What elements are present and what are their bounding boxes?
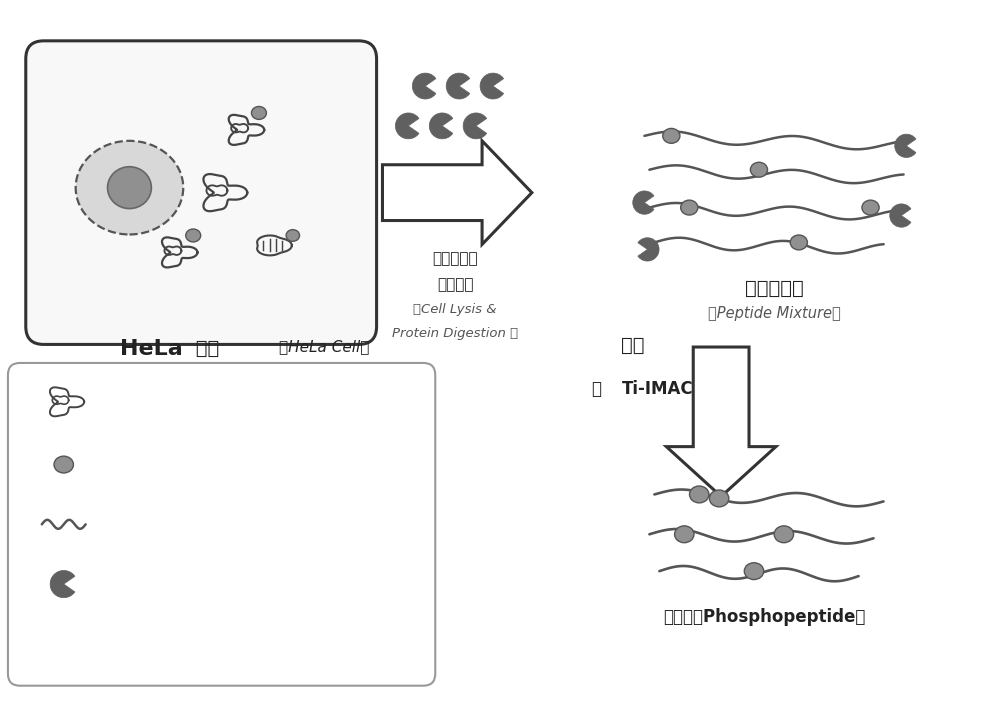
- FancyBboxPatch shape: [8, 363, 435, 686]
- Wedge shape: [890, 204, 911, 227]
- Wedge shape: [429, 113, 453, 139]
- Ellipse shape: [709, 490, 729, 507]
- Text: ： 蛋白: ： 蛋白: [92, 395, 124, 409]
- Ellipse shape: [774, 526, 794, 543]
- Text: HeLa: HeLa: [120, 339, 182, 359]
- Text: ）: ）: [707, 380, 722, 398]
- Text: （Protein）: （Protein）: [138, 395, 204, 409]
- Wedge shape: [638, 238, 659, 261]
- Polygon shape: [666, 347, 776, 496]
- Text: Protein Digestion ）: Protein Digestion ）: [392, 327, 518, 340]
- Text: 磷酸肽（Phosphopeptide）: 磷酸肽（Phosphopeptide）: [663, 608, 865, 626]
- Text: 富集: 富集: [621, 336, 644, 354]
- Text: Ti-IMAC: Ti-IMAC: [622, 380, 693, 398]
- Wedge shape: [446, 73, 470, 99]
- Ellipse shape: [76, 141, 183, 235]
- Text: 肽段混合物: 肽段混合物: [745, 279, 803, 298]
- Ellipse shape: [286, 230, 300, 241]
- Ellipse shape: [108, 167, 151, 209]
- Wedge shape: [395, 113, 419, 139]
- Text: （Cell Lysis &: （Cell Lysis &: [413, 303, 497, 316]
- Text: （: （: [592, 380, 607, 398]
- Ellipse shape: [54, 456, 73, 473]
- Ellipse shape: [750, 163, 768, 177]
- Ellipse shape: [690, 486, 709, 503]
- Ellipse shape: [744, 563, 764, 580]
- Polygon shape: [382, 141, 532, 245]
- Text: ： 肽段: ： 肽段: [92, 517, 124, 532]
- Text: （Phosphorylation）: （Phosphorylation）: [155, 457, 284, 472]
- Text: 蛋白酶解: 蛋白酶解: [437, 277, 473, 292]
- Ellipse shape: [681, 200, 698, 215]
- Ellipse shape: [186, 229, 201, 242]
- Wedge shape: [895, 134, 916, 158]
- Wedge shape: [412, 73, 436, 99]
- Ellipse shape: [790, 235, 807, 250]
- Ellipse shape: [251, 107, 266, 119]
- Ellipse shape: [663, 129, 680, 144]
- Text: （HeLa Cell）: （HeLa Cell）: [279, 339, 369, 354]
- Text: （Peptide）: （Peptide）: [135, 518, 204, 532]
- Ellipse shape: [675, 526, 694, 543]
- Wedge shape: [633, 191, 654, 214]
- Text: 细胞破碎和: 细胞破碎和: [432, 252, 478, 267]
- FancyBboxPatch shape: [26, 41, 377, 344]
- Text: ： 胰蛋白醂: ： 胰蛋白醂: [86, 577, 136, 592]
- Ellipse shape: [862, 200, 879, 215]
- Wedge shape: [50, 571, 75, 597]
- Wedge shape: [463, 113, 487, 139]
- Text: （Peptide Mixture）: （Peptide Mixture）: [708, 306, 840, 321]
- Text: ： 磷酸化: ： 磷酸化: [86, 457, 127, 472]
- Text: 细胞: 细胞: [189, 339, 219, 358]
- Wedge shape: [480, 73, 504, 99]
- Text: （Trypsin）: （Trypsin）: [160, 577, 226, 591]
